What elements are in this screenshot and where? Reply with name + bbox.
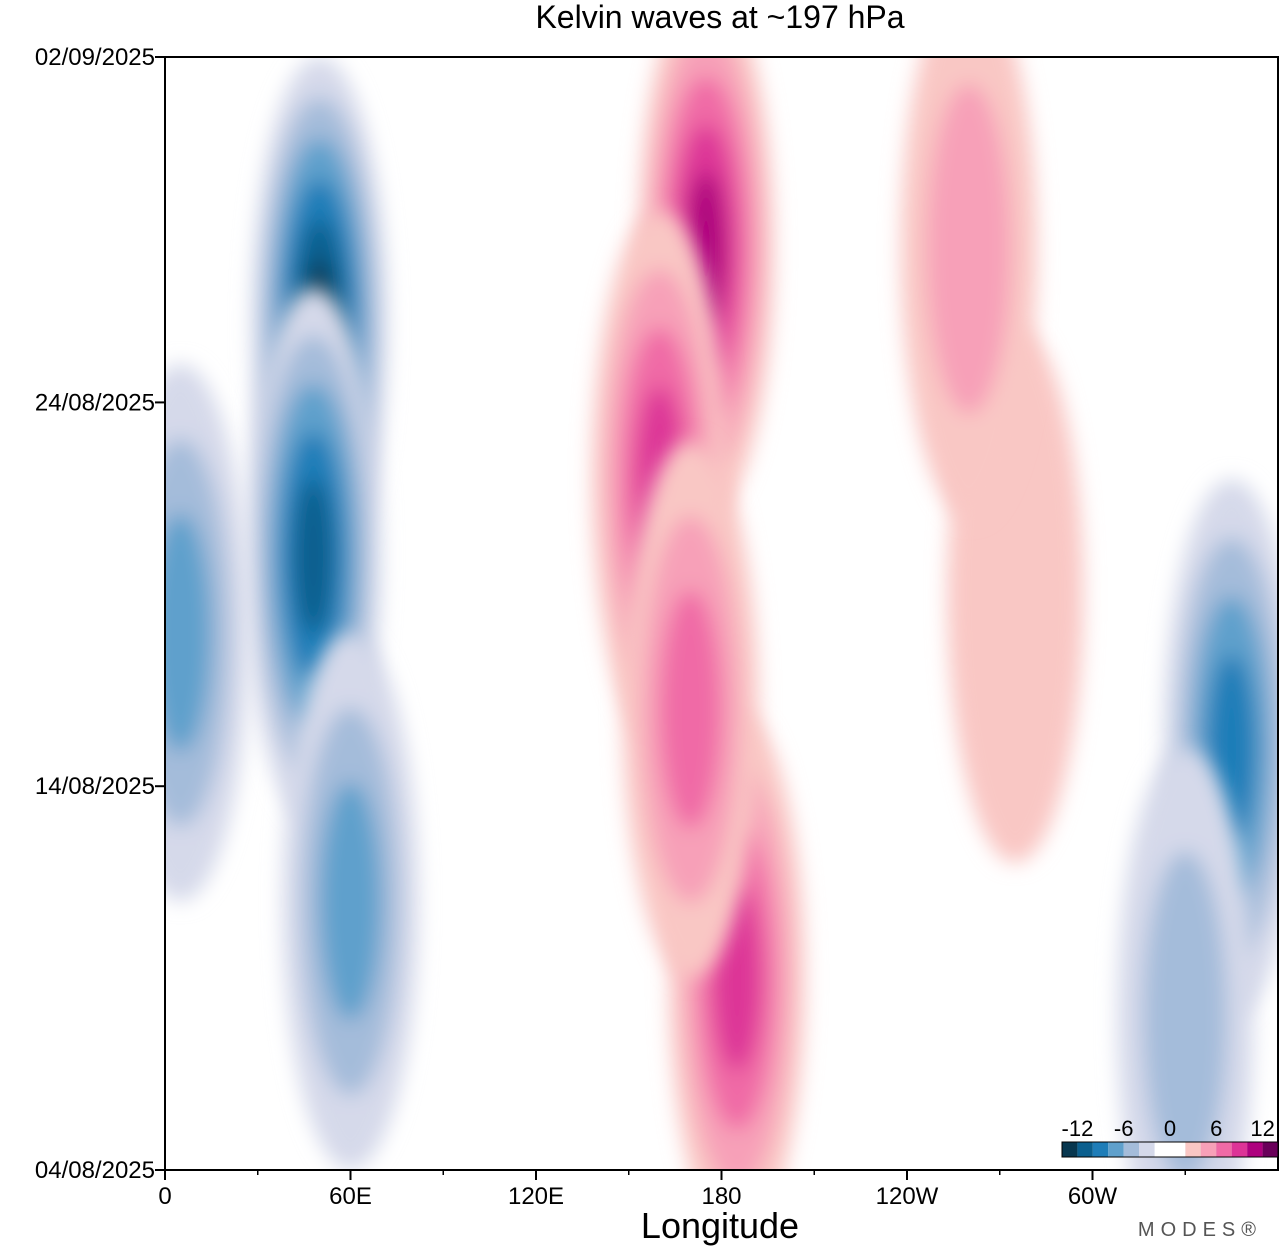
y-tick-label: 14/08/2025 xyxy=(35,773,155,800)
colorbar-swatch xyxy=(1185,1142,1201,1157)
anomaly-region xyxy=(165,364,249,902)
colorbar-swatch xyxy=(1216,1142,1232,1157)
anomaly-region xyxy=(282,632,419,1170)
y-tick-label: 02/09/2025 xyxy=(35,44,155,71)
x-tick-label: 60W xyxy=(1068,1183,1118,1210)
anomaly-region xyxy=(622,440,759,979)
chart-title: Kelvin waves at ~197 hPa xyxy=(535,0,904,35)
anomaly-contour xyxy=(660,590,721,829)
x-axis-label: Longitude xyxy=(641,1205,799,1246)
anomaly-region xyxy=(900,57,1037,518)
colorbar-swatch xyxy=(1262,1142,1278,1157)
anomaly-contour xyxy=(926,83,1011,415)
anomaly-contour xyxy=(165,513,211,753)
anomaly-field xyxy=(165,57,1278,1170)
anomaly-contour xyxy=(293,479,333,633)
y-tick-label: 04/08/2025 xyxy=(35,1157,155,1184)
y-tick-label: 24/08/2025 xyxy=(35,389,155,416)
colorbar-frame xyxy=(1061,1141,1279,1158)
colorbar-swatch xyxy=(1200,1142,1217,1157)
colorbar-swatch xyxy=(1077,1142,1093,1157)
colorbar-swatch xyxy=(1062,1142,1078,1157)
x-tick-label: 0 xyxy=(158,1183,171,1210)
x-tick-label: 180 xyxy=(701,1183,741,1210)
colorbar-label: -12 xyxy=(1062,1116,1094,1141)
anomaly-region xyxy=(1117,747,1254,1170)
colorbar-swatch xyxy=(1154,1142,1186,1157)
colorbar-swatch xyxy=(1108,1142,1124,1157)
colorbar-label: 6 xyxy=(1210,1116,1222,1141)
colorbar-swatch xyxy=(1123,1142,1140,1157)
colorbar: -12 -6 0 6 12 xyxy=(1061,1116,1279,1158)
y-axis: 04/08/2025 14/08/2025 24/08/2025 02/09/2025 xyxy=(35,44,165,1184)
anomaly-contour xyxy=(1143,851,1228,1170)
colorbar-swatch xyxy=(1092,1142,1109,1157)
colorbar-label: 12 xyxy=(1250,1116,1274,1141)
brand-logo: MODES® xyxy=(1138,1219,1262,1241)
x-tick-label: 60E xyxy=(329,1183,372,1210)
x-axis: 0 60E 120E 180 120W 60W xyxy=(158,1170,1186,1210)
colorbar-swatch xyxy=(1231,1142,1248,1157)
colorbar-swatch xyxy=(1247,1142,1263,1157)
colorbar-label: 0 xyxy=(1164,1116,1176,1141)
x-tick-label: 120E xyxy=(508,1183,564,1210)
colorbar-label: -6 xyxy=(1114,1116,1134,1141)
anomaly-contour xyxy=(320,781,381,1021)
x-tick-label: 120W xyxy=(876,1183,939,1210)
colorbar-swatch xyxy=(1139,1142,1155,1157)
